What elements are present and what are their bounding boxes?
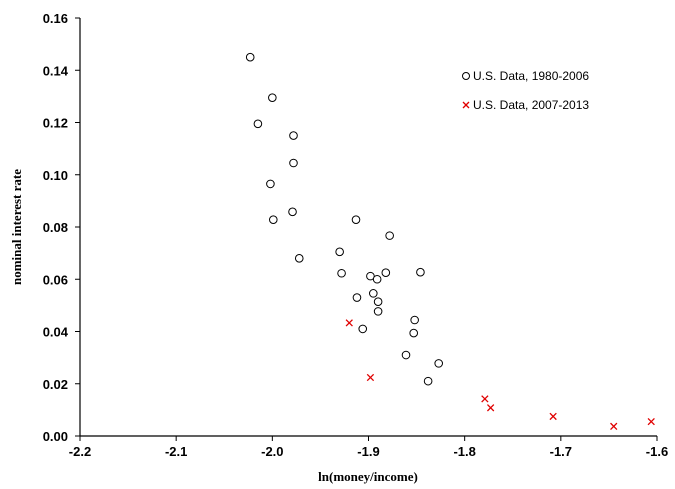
legend-label-series-1: U.S. Data, 1980-2006	[473, 69, 589, 83]
y-tick-label: 0.08	[43, 220, 68, 235]
data-point-circle	[423, 376, 433, 386]
data-point-circle	[335, 247, 344, 257]
y-axis-title: nominal interest rate	[9, 169, 24, 285]
x-tick-label: -1.6	[646, 444, 668, 459]
data-point-circle	[369, 289, 378, 298]
data-point-circle	[352, 293, 362, 302]
data-point-circle	[381, 268, 391, 278]
y-tick-label: 0.06	[43, 272, 68, 287]
data-point-circle	[373, 307, 383, 316]
data-point-x	[486, 404, 495, 412]
data-point-circle	[409, 328, 418, 338]
data-point-circle	[373, 297, 383, 307]
data-point-circle	[358, 324, 368, 334]
tick-labels: -2.2 -2.1 -2.0 -1.9 -1.8 -1.7 -1.6 0.00 0.02 0.04…	[43, 11, 669, 459]
legend-marker-x	[462, 101, 470, 109]
data-point-x	[647, 417, 655, 426]
data-point-circle	[266, 179, 275, 189]
data-point-circle	[416, 267, 425, 277]
y-tick-label: 0.10	[43, 168, 68, 183]
data-point-circle	[268, 215, 278, 224]
data-point-x	[345, 319, 353, 327]
legend: U.S. Data, 1980-2006 U.S. Data, 2007-201…	[462, 69, 589, 112]
data-point-x	[481, 395, 489, 403]
x-tick-label: -1.8	[453, 444, 475, 459]
data-point-x	[610, 422, 618, 430]
y-tick-label: 0.14	[43, 63, 69, 78]
data-point-circle	[410, 315, 419, 325]
data-point-x	[366, 373, 375, 382]
data-point-circle	[385, 231, 394, 240]
data-point-circle	[372, 274, 382, 284]
y-tick-label: 0.12	[43, 116, 68, 131]
y-tick-label: 0.04	[43, 325, 69, 340]
data-point-circle	[337, 268, 346, 278]
x-tick-label: -1.7	[550, 444, 572, 459]
legend-marker-circle	[462, 72, 470, 80]
x-axis-title: ln(money/income)	[318, 469, 418, 484]
data-point-circle	[294, 254, 304, 263]
data-points	[245, 52, 655, 430]
y-tick-label: 0.00	[43, 429, 68, 444]
data-point-circle	[253, 119, 263, 129]
data-point-circle	[288, 207, 297, 217]
series-1	[245, 52, 444, 386]
tick-marks	[75, 17, 658, 441]
legend-label-series-2: U.S. Data, 2007-2013	[473, 98, 589, 112]
x-tick-label: -2.0	[261, 444, 283, 459]
data-point-circle	[289, 131, 298, 140]
data-point-circle	[434, 359, 444, 368]
y-tick-label: 0.16	[43, 11, 68, 26]
series-2	[345, 319, 655, 430]
data-point-x	[549, 412, 557, 421]
y-tick-label: 0.02	[43, 377, 68, 392]
data-point-circle	[289, 158, 298, 168]
x-tick-label: -2.2	[69, 444, 91, 459]
x-tick-label: -1.9	[357, 444, 379, 459]
data-point-circle	[268, 93, 277, 102]
data-point-circle	[245, 52, 255, 62]
data-point-circle	[401, 350, 411, 360]
x-tick-label: -2.1	[165, 444, 187, 459]
data-point-circle	[351, 215, 361, 224]
